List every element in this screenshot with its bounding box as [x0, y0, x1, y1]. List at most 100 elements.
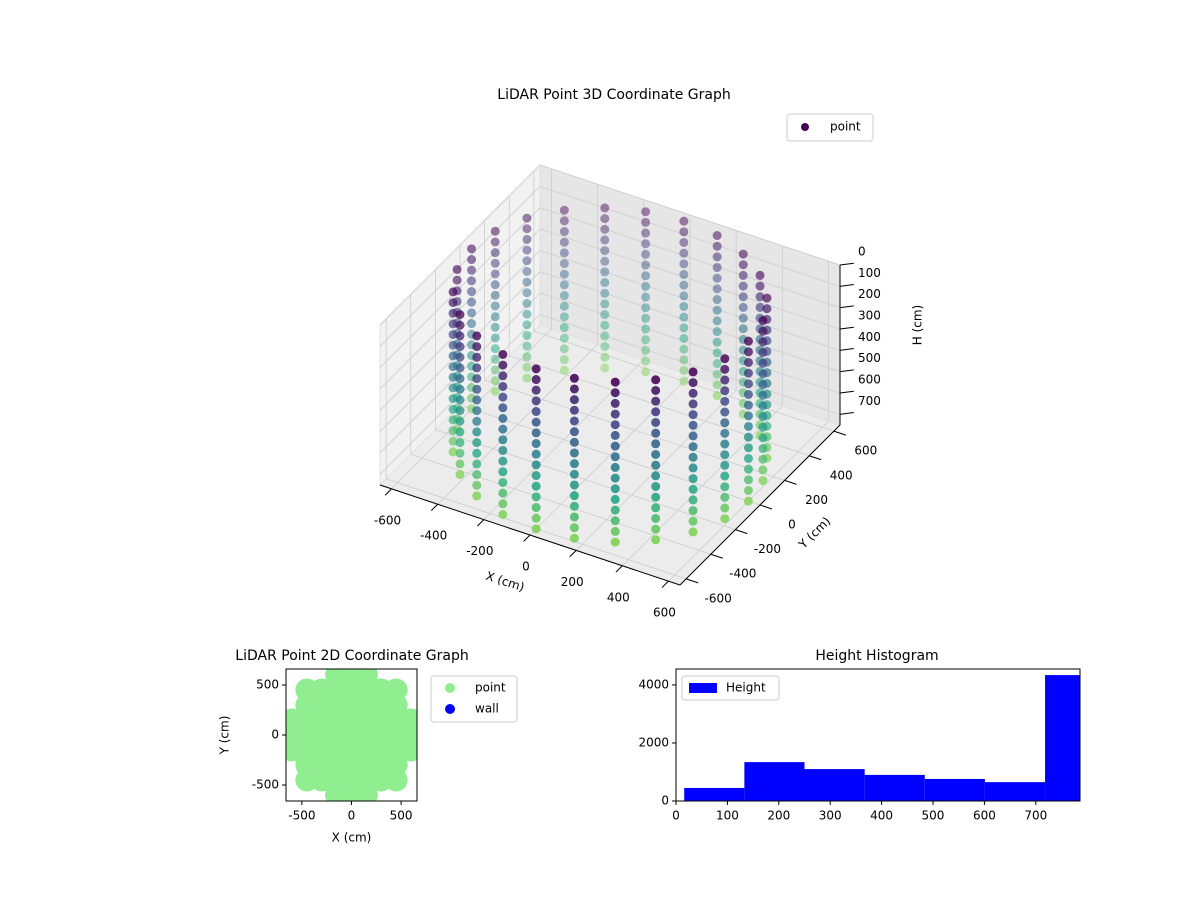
- point: [455, 331, 465, 341]
- bar: [924, 778, 985, 801]
- point: [758, 316, 768, 326]
- grid-line: [539, 164, 841, 266]
- point: [720, 439, 730, 449]
- point: [490, 280, 500, 290]
- point: [498, 381, 508, 391]
- point: [522, 234, 532, 244]
- point: [641, 239, 651, 249]
- point: [472, 491, 482, 501]
- y-tick: [833, 430, 847, 436]
- point: [688, 506, 698, 516]
- point: [498, 499, 508, 509]
- point: [688, 527, 698, 537]
- point: [498, 424, 508, 434]
- point: [758, 401, 768, 411]
- bar: [744, 762, 805, 801]
- point: [758, 326, 768, 336]
- point: [559, 237, 569, 247]
- point: [522, 362, 532, 372]
- point: [448, 340, 458, 350]
- point: [720, 407, 730, 417]
- point: [641, 324, 651, 334]
- grid-line: [379, 164, 541, 326]
- grid-line: [539, 249, 841, 351]
- point: [522, 266, 532, 276]
- point: [522, 288, 532, 298]
- point: [679, 312, 689, 322]
- x-axis-label: X (cm): [332, 831, 372, 845]
- point: [569, 533, 579, 543]
- point: [651, 481, 661, 491]
- point: [490, 226, 500, 236]
- point: [651, 492, 661, 502]
- chart-title: Height Histogram: [815, 648, 938, 664]
- point: [610, 526, 620, 536]
- point: [531, 439, 541, 449]
- point: [610, 377, 620, 387]
- y-tick-label: 600: [854, 444, 877, 458]
- point: [472, 448, 482, 458]
- point: [758, 369, 768, 379]
- point: [472, 342, 482, 352]
- point: [610, 452, 620, 462]
- point: [559, 269, 569, 279]
- point: [531, 396, 541, 406]
- point: [679, 227, 689, 237]
- legend-label: point: [475, 681, 506, 695]
- point: [472, 427, 482, 437]
- point: [743, 464, 753, 474]
- point: [688, 495, 698, 505]
- point: [531, 503, 541, 513]
- point: [720, 364, 730, 374]
- points-2d: [286, 669, 417, 801]
- point: [641, 207, 651, 217]
- point: [472, 416, 482, 426]
- point: [569, 373, 579, 383]
- point: [569, 384, 579, 394]
- point: [758, 444, 768, 454]
- z-tick-label: 0: [858, 245, 866, 259]
- point: [467, 265, 477, 275]
- point: [569, 448, 579, 458]
- x-tick: [477, 519, 485, 527]
- point: [448, 394, 458, 404]
- z-tick-label: 700: [858, 394, 881, 408]
- point: [600, 342, 610, 352]
- grid-line: [533, 330, 834, 432]
- point: [610, 388, 620, 398]
- point: [720, 396, 730, 406]
- point: [559, 259, 569, 269]
- point: [448, 447, 458, 457]
- point: [610, 441, 620, 451]
- point: [738, 324, 748, 334]
- point: [679, 365, 689, 375]
- point: [743, 421, 753, 431]
- point: [448, 298, 458, 308]
- point: [467, 276, 477, 286]
- x-tick-label: -500: [288, 809, 315, 823]
- point: [651, 513, 661, 523]
- point: [448, 287, 458, 297]
- point: [651, 460, 661, 470]
- z-tick-label: 100: [858, 266, 881, 280]
- point: [758, 380, 768, 390]
- point: [679, 344, 689, 354]
- z-tick: [839, 326, 854, 330]
- point: [455, 352, 465, 362]
- point: [762, 293, 772, 303]
- bar: [864, 774, 925, 801]
- y-tick-label: 400: [830, 468, 853, 482]
- point: [522, 224, 532, 234]
- point: [455, 459, 465, 469]
- point: [531, 364, 541, 374]
- point: [641, 303, 651, 313]
- point: [712, 327, 722, 337]
- point: [743, 432, 753, 442]
- point: [490, 301, 500, 311]
- point: [679, 216, 689, 226]
- point: [531, 513, 541, 523]
- legend-frame: [786, 113, 874, 142]
- point: [758, 422, 768, 432]
- point: [498, 456, 508, 466]
- point: [490, 386, 500, 396]
